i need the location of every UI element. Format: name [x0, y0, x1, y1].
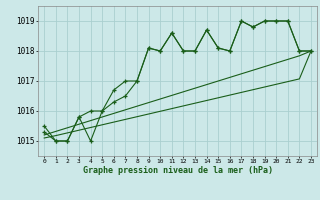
X-axis label: Graphe pression niveau de la mer (hPa): Graphe pression niveau de la mer (hPa) [83, 166, 273, 175]
